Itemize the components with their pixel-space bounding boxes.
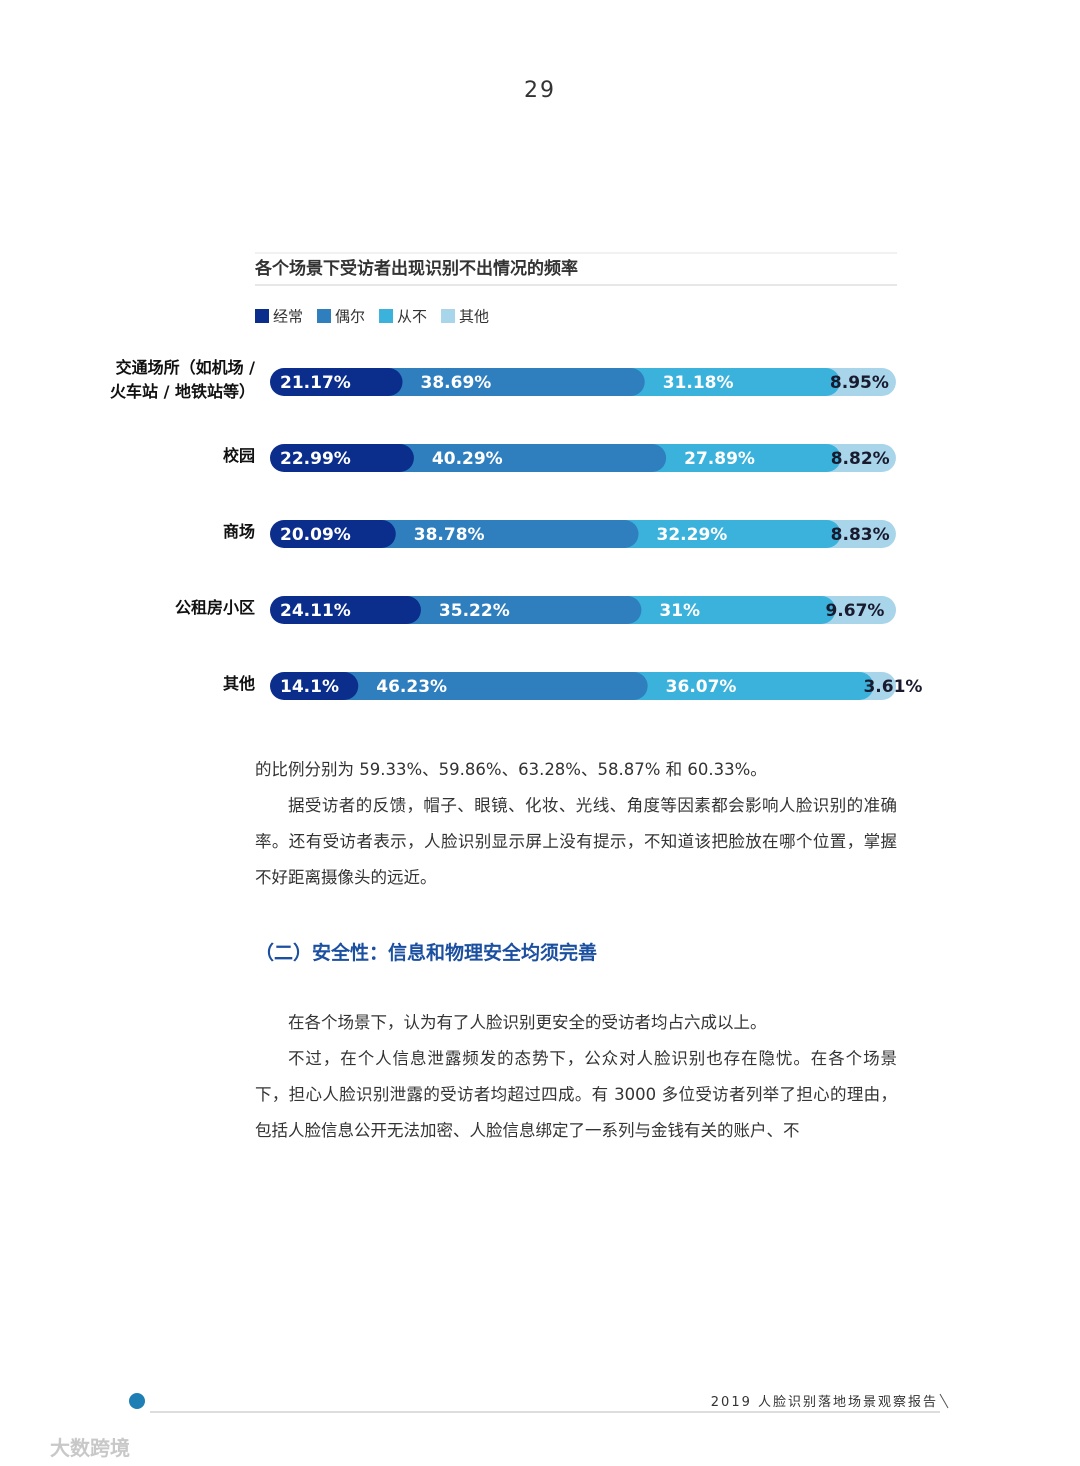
category-label: 交通场所（如机场 / 火车站 / 地铁站等） <box>110 358 255 401</box>
value-label: 20.09% <box>280 525 351 545</box>
value-label: 24.11% <box>280 601 351 621</box>
value-label: 38.78% <box>414 525 485 545</box>
bar-segment <box>619 672 874 700</box>
chart-title: 各个场景下受访者出现识别不出情况的频率 <box>254 258 578 279</box>
bar-segment <box>270 520 396 548</box>
bar-segment <box>613 596 836 624</box>
legend-swatch <box>379 309 394 323</box>
value-label: 40.29% <box>432 449 503 469</box>
bar-segment <box>385 444 667 472</box>
value-label: 27.89% <box>684 449 755 469</box>
value-label: 14.1% <box>280 677 339 697</box>
paragraph: 据受访者的反馈，帽子、眼镜、化妆、光线、角度等因素都会影响人脸识别的准确率。还有… <box>255 796 897 887</box>
value-label: 3.61% <box>863 677 922 697</box>
page-number: 29 <box>524 78 556 103</box>
value-label: 31% <box>659 601 700 621</box>
legend-swatch <box>255 309 269 323</box>
footer-title: 2019 人脸识别落地场景观察报告 <box>710 1395 938 1410</box>
value-label: 46.23% <box>376 677 447 697</box>
bar-segment <box>330 672 648 700</box>
bar-segment <box>638 444 841 472</box>
bar-segment <box>392 596 642 624</box>
bar-segment <box>610 520 841 548</box>
bar-segment <box>367 520 639 548</box>
paragraph: 不过，在个人信息泄露频发的态势下，公众对人脸识别也存在隐忧。在各个场景下，担心人… <box>255 1049 897 1140</box>
paragraph: 的比例分别为 59.33%、59.86%、63.28%、58.87% 和 60.… <box>255 760 767 779</box>
legend-label: 其他 <box>459 308 489 326</box>
paragraph: 在各个场景下，认为有了人脸识别更安全的受访者均占六成以上。 <box>288 1013 767 1032</box>
legend-swatch <box>317 309 332 323</box>
footer-rule <box>939 1393 949 1409</box>
bar-segment <box>616 368 840 396</box>
value-label: 8.83% <box>831 525 890 545</box>
bar-segment <box>270 368 403 396</box>
legend-swatch <box>441 309 456 323</box>
bar-segment <box>374 368 645 396</box>
value-label: 22.99% <box>280 449 351 469</box>
legend-label: 偶尔 <box>335 308 365 326</box>
value-label: 31.18% <box>663 373 734 393</box>
value-label: 8.95% <box>830 373 889 393</box>
bar-segment <box>270 596 421 624</box>
section-heading: （二）安全性：信息和物理安全均须完善 <box>255 942 598 964</box>
watermark: 大数跨境 <box>50 1436 130 1460</box>
value-label: 38.69% <box>421 373 492 393</box>
legend-label: 经常 <box>273 308 303 326</box>
category-label: 其他 <box>222 674 255 693</box>
legend-label: 从不 <box>397 308 427 326</box>
value-label: 32.29% <box>657 525 728 545</box>
value-label: 9.67% <box>825 601 884 621</box>
value-label: 36.07% <box>666 677 737 697</box>
value-label: 8.82% <box>831 449 890 469</box>
bar-segment <box>270 672 359 700</box>
category-label: 公租房小区 <box>174 598 255 617</box>
footer-dot <box>129 1393 145 1409</box>
value-label: 21.17% <box>280 373 351 393</box>
value-label: 35.22% <box>439 601 510 621</box>
category-label: 校园 <box>222 446 255 465</box>
bar-segment <box>270 444 414 472</box>
category-label: 商场 <box>222 522 255 541</box>
